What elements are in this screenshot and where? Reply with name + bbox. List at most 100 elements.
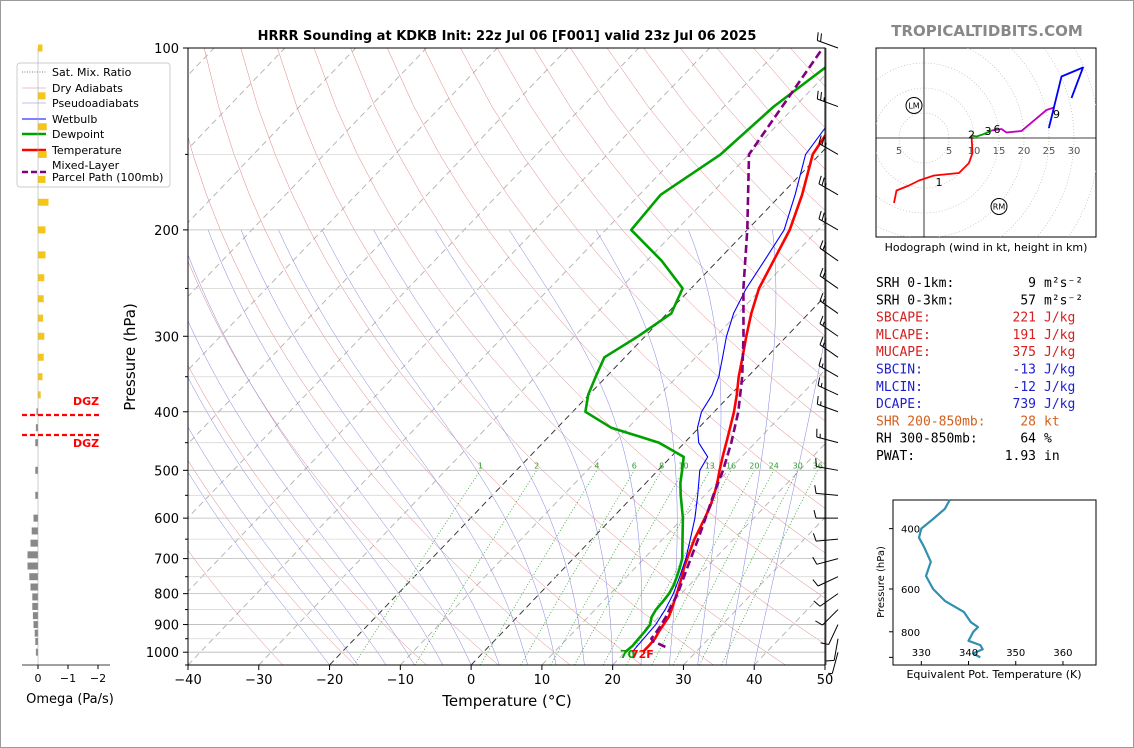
- omega-bar: [38, 391, 41, 399]
- wind-barb: [813, 593, 839, 607]
- omega-bar: [35, 491, 38, 499]
- index-unit: %: [1044, 432, 1052, 447]
- hodo-tick-label: 10: [968, 146, 981, 157]
- index-row: MLCIN: -12 J/kg: [876, 380, 1075, 395]
- legend-entry-parcel: Mixed-Layer Parcel Path (100mb): [52, 159, 163, 184]
- omega-bar: [33, 621, 38, 629]
- mixing-ratio-line: [626, 470, 732, 665]
- isotherm: [188, 48, 710, 592]
- theta-e-line: [917, 499, 984, 659]
- wind-barb: [815, 458, 839, 471]
- index-label: PWAT:: [876, 449, 915, 464]
- hodo-tick-label: 5: [946, 146, 952, 157]
- mixing-ratio-label: 8: [659, 461, 664, 470]
- omega-bar: [38, 332, 45, 340]
- barb-flag: [816, 32, 819, 41]
- storm-motion-marker: [905, 97, 923, 114]
- barb-flag: [819, 336, 824, 345]
- omega-bar: [35, 648, 38, 656]
- index-value: 1.93: [1005, 449, 1036, 464]
- index-value: 64: [1020, 432, 1036, 447]
- omega-bar: [33, 514, 38, 522]
- pseudoadiabat: [188, 376, 387, 665]
- legend-entry-parcel-line: Parcel Path (100mb): [52, 171, 163, 184]
- barb-flag: [813, 600, 821, 607]
- isotherm: [188, 48, 781, 665]
- theta-y-tick-label: 600: [901, 585, 920, 596]
- legend-entry-pseudoadiabats: Pseudoadiabats: [52, 97, 139, 110]
- y-tick-label: 300: [154, 330, 179, 345]
- wind-barbs: [812, 32, 839, 674]
- y-tick-label: 800: [154, 588, 179, 603]
- index-unit: kt: [1044, 414, 1060, 429]
- mixing-ratio-line: [479, 470, 598, 665]
- wind-barb: [816, 32, 839, 49]
- barb-staff: [816, 492, 839, 496]
- hodo-tick-label: 20: [1018, 146, 1031, 157]
- omega-tick-label: 0: [35, 672, 42, 685]
- barb-flag: [818, 135, 822, 144]
- y-tick-label: 500: [154, 464, 179, 479]
- barb-staff: [817, 98, 839, 108]
- legend-entry-mixratio: Sat. Mix. Ratio: [52, 66, 132, 79]
- dry-adiabat: [188, 260, 499, 665]
- barb-flag: [814, 485, 817, 494]
- dry-adiabat: [533, 48, 825, 379]
- wind-barb: [820, 624, 839, 645]
- pseudoadiabat: [725, 229, 777, 665]
- wind-barb: [812, 556, 839, 565]
- mixing-ratio-label: 6: [632, 461, 637, 470]
- index-row: SRH 0-1km: 9 m²s⁻²: [876, 276, 1083, 291]
- index-value: 9: [1028, 276, 1036, 291]
- index-unit: m²s⁻²: [1044, 293, 1083, 308]
- x-axis-label: Temperature (°C): [441, 692, 571, 710]
- pseudoadiabat: [753, 335, 825, 665]
- watermark: TROPICALTIDBITS.COM: [891, 22, 1083, 40]
- dry-adiabat: [188, 459, 355, 665]
- hodo-height-label: 2: [968, 129, 975, 142]
- pseudoadiabat: [188, 253, 444, 665]
- wind-barb: [819, 240, 839, 262]
- pseudoadiabat: [188, 471, 330, 665]
- dry-adiabat: [188, 364, 427, 665]
- legend-entry-temperature: Temperature: [51, 144, 122, 157]
- dry-adiabat: [423, 48, 825, 509]
- barb-flag: [818, 210, 822, 220]
- index-row: MUCAPE: 375 J/kg: [876, 345, 1075, 360]
- legend: Sat. Mix. Ratio Dry Adiabats Pseudoadiab…: [16, 62, 171, 188]
- isotherm: [188, 48, 569, 445]
- barb-flag: [822, 242, 827, 251]
- omega-bar: [38, 150, 47, 158]
- omega-tick-label: −1: [60, 672, 76, 685]
- barb-half-flag: [821, 363, 824, 368]
- barb-staff: [816, 558, 839, 565]
- hodo-tick-label: 5: [896, 146, 902, 157]
- x-tick-label: 40: [746, 673, 763, 688]
- theta-x-tick-label: 350: [1006, 648, 1025, 659]
- dry-adiabat: [313, 48, 825, 645]
- barb-flag: [815, 620, 823, 626]
- mixing-ratio-label: 20: [749, 461, 759, 470]
- barb-staff: [818, 142, 839, 155]
- isotherm: [258, 74, 825, 665]
- barb-flag: [819, 267, 824, 276]
- barb-flag: [820, 91, 822, 101]
- index-row: SRH 0-3km: 57 m²s⁻²: [876, 293, 1083, 308]
- theta-y-tick-label: 400: [901, 525, 920, 536]
- theta-xlabel: Equivalent Pot. Temperature (K): [906, 668, 1081, 681]
- mixing-ratio-label: 13: [705, 461, 715, 470]
- barb-staff: [817, 40, 839, 49]
- barb-staff: [816, 466, 839, 471]
- index-unit: m²s⁻²: [1044, 276, 1083, 291]
- omega-bar: [38, 175, 46, 183]
- skewt-background-lines: [188, 48, 825, 665]
- hodo-segment: [1048, 66, 1084, 129]
- hodo-height-label: 3: [985, 125, 992, 138]
- x-tick-label: 20: [604, 673, 621, 688]
- mixing-ratio-line: [651, 470, 755, 665]
- index-unit: J/kg: [1044, 345, 1075, 360]
- index-unit: J/kg: [1044, 380, 1075, 395]
- dry-adiabat: [277, 48, 786, 665]
- barb-flag: [825, 659, 835, 662]
